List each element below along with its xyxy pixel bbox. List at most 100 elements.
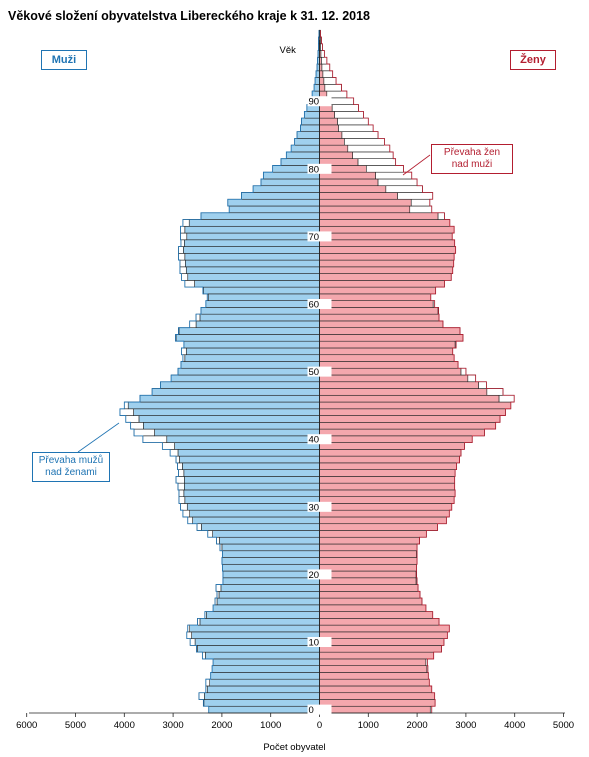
age-label-bg-50 [307, 366, 332, 377]
women-bar-age-67 [319, 253, 455, 261]
men-surplus-age-53 [181, 347, 187, 356]
women-bar-age-63 [319, 280, 445, 288]
women-bar-age-61 [319, 293, 432, 301]
women-bar-age-76 [319, 192, 398, 200]
age-tick-label-20: 20 [309, 570, 320, 581]
women-bar-age-9 [319, 645, 442, 653]
men-bar-age-45 [127, 401, 320, 410]
women-bar-age-68 [319, 246, 456, 254]
women-bar-age-42 [319, 422, 496, 430]
women-bar-age-32 [319, 489, 456, 497]
men-bar-age-74 [228, 205, 320, 214]
women-bar-age-5 [319, 672, 429, 680]
men-bar-age-76 [241, 192, 320, 200]
age-tick-label-40: 40 [309, 435, 320, 446]
women-bar-age-24 [319, 543, 418, 552]
women-bar-age-8 [319, 651, 434, 660]
women-surplus-age-80 [366, 165, 404, 173]
x-tick-label-men-3000: 3000 [163, 720, 184, 731]
men-bar-age-68 [183, 246, 320, 254]
women-bar-age-14 [319, 611, 434, 619]
callout-men-surplus: Převaha mužů nad ženami [32, 452, 110, 482]
women-bar-age-88 [319, 111, 335, 119]
x-tick-label-women-2000: 2000 [407, 720, 428, 731]
age-label-bg-30 [307, 501, 332, 512]
men-bar-age-50 [177, 367, 320, 376]
women-bar-age-86 [319, 124, 339, 132]
age-tick-label-10: 10 [309, 638, 320, 649]
y-axis-label: Věk [280, 45, 297, 56]
men-bar-age-62 [203, 286, 320, 295]
women-bar-age-51 [319, 361, 459, 369]
men-bar-age-78 [260, 178, 320, 187]
age-label-bg-40 [307, 434, 332, 445]
women-bar-age-37 [319, 455, 460, 464]
men-surplus-age-38 [169, 449, 179, 457]
women-surplus-age-79 [375, 171, 413, 180]
women-bar-age-57 [319, 320, 444, 328]
women-bar-age-28 [319, 516, 447, 525]
men-bar-age-29 [189, 509, 320, 518]
women-surplus-age-73 [437, 212, 445, 220]
legend-women-label: Ženy [510, 50, 556, 70]
men-bar-age-7 [212, 658, 320, 666]
women-bar-age-54 [319, 340, 456, 349]
men-surplus-age-33 [177, 482, 185, 491]
men-surplus-age-69 [180, 239, 185, 247]
men-bar-age-48 [160, 381, 320, 389]
women-surplus-age-74 [409, 205, 433, 214]
y-label-bg [277, 44, 302, 56]
men-surplus-age-72 [182, 219, 190, 227]
men-surplus-age-63 [184, 280, 195, 288]
men-bar-age-13 [199, 618, 320, 626]
men-bar-age-9 [197, 645, 320, 653]
age-tick-label-90: 90 [309, 97, 320, 108]
women-surplus-age-76 [397, 192, 434, 200]
men-bar-age-44 [133, 408, 320, 416]
men-bar-age-63 [194, 280, 320, 288]
x-tick-label-men-1000: 1000 [260, 720, 281, 731]
men-bar-age-23 [222, 550, 320, 558]
women-bar-age-1 [319, 699, 436, 707]
men-surplus-age-66 [179, 259, 186, 268]
women-bar-age-85 [319, 131, 343, 139]
women-bar-age-39 [319, 442, 465, 450]
men-bar-age-39 [174, 442, 320, 450]
men-bar-age-25 [219, 536, 320, 545]
men-bar-age-67 [184, 253, 320, 261]
women-bar-age-27 [319, 523, 438, 531]
men-bar-age-19 [222, 577, 320, 585]
women-surplus-age-50 [460, 367, 467, 376]
men-bar-age-5 [210, 672, 320, 680]
men-bar-age-66 [185, 259, 320, 268]
men-bar-age-47 [151, 388, 320, 396]
women-bar-age-53 [319, 347, 454, 356]
men-bar-age-51 [180, 361, 320, 369]
men-surplus-age-26 [207, 530, 213, 538]
men-bar-age-34 [184, 476, 320, 484]
men-surplus-age-40 [142, 435, 168, 443]
women-bar-age-10 [319, 638, 445, 646]
men-bar-age-71 [184, 225, 320, 234]
men-surplus-age-64 [181, 273, 189, 281]
men-bar-age-53 [185, 347, 320, 356]
men-bar-age-42 [143, 422, 320, 430]
men-surplus-age-4 [205, 678, 211, 687]
women-bar-age-45 [319, 401, 512, 410]
men-bar-age-32 [183, 489, 320, 497]
men-bar-age-8 [205, 651, 320, 660]
women-bar-age-12 [319, 624, 450, 633]
x-tick-label-men-2000: 2000 [211, 720, 232, 731]
men-bar-age-73 [200, 212, 320, 220]
women-surplus-age-49 [467, 374, 476, 383]
x-tick-label-men-4000: 4000 [114, 720, 135, 731]
women-bar-age-71 [319, 225, 455, 234]
men-surplus-age-65 [179, 266, 187, 274]
men-surplus-age-25 [216, 536, 220, 545]
women-surplus-age-75 [410, 198, 431, 207]
women-bar-age-41 [319, 428, 485, 437]
age-label-bg-90 [307, 96, 332, 107]
callout-women-surplus: Převaha žen nad muži [431, 144, 513, 174]
men-surplus-age-41 [133, 428, 155, 437]
men-surplus-age-18 [215, 584, 222, 592]
